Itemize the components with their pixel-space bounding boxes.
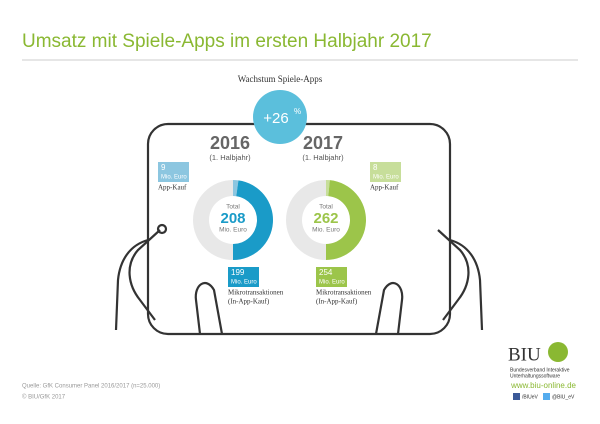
logo-line1: Bundesverband Interaktive <box>510 367 570 373</box>
mikro-unit: Mio. Euro <box>231 280 257 286</box>
app-value: 8 <box>373 163 378 172</box>
total-value: 208 <box>220 210 245 227</box>
facebook-icon <box>513 393 520 400</box>
growth-value: +26 <box>263 110 288 127</box>
mikro-value: 254 <box>319 268 333 277</box>
logo-url: www.biu-online.de <box>510 381 576 390</box>
donut-background <box>192 180 233 260</box>
twitter: @BIU_eV <box>552 394 575 400</box>
total-unit: Mio. Euro <box>312 227 340 234</box>
mikro-box <box>316 267 347 287</box>
mikro-unit: Mio. Euro <box>319 280 345 286</box>
source: Quelle: GfK Consumer Panel 2016/2017 (n=… <box>22 384 160 390</box>
growth-unit: % <box>294 107 301 116</box>
donut-background <box>285 180 326 260</box>
donut-mikro <box>326 180 366 260</box>
mikro-label: Mikrotransaktionen <box>316 289 372 297</box>
growth-label: Wachstum Spiele-Apps <box>238 74 323 84</box>
mikro-label: Mikrotransaktionen <box>228 289 284 297</box>
donut-app <box>326 180 330 197</box>
logo-globe <box>548 342 568 362</box>
mikro-sublabel: (In-App-Kauf) <box>316 298 358 306</box>
facebook: /BIUeV <box>522 394 539 400</box>
year: 2017 <box>303 133 343 153</box>
app-unit: Mio. Euro <box>161 175 187 181</box>
total-label: Total <box>319 204 333 211</box>
mikro-sublabel: (In-App-Kauf) <box>228 298 270 306</box>
donut-app <box>233 180 239 197</box>
mikro-value: 199 <box>231 268 245 277</box>
logo-name: BIU <box>508 344 541 365</box>
app-label: App-Kauf <box>370 184 399 192</box>
total-label: Total <box>226 204 240 211</box>
app-unit: Mio. Euro <box>373 175 399 181</box>
copyright: © BIU/GfK 2017 <box>22 394 66 401</box>
app-box <box>158 162 189 182</box>
logo-line2: Unterhaltungssoftware <box>510 373 560 379</box>
app-value: 9 <box>161 163 166 172</box>
period: (1. Halbjahr) <box>209 153 251 162</box>
total-unit: Mio. Euro <box>219 227 247 234</box>
period: (1. Halbjahr) <box>302 153 344 162</box>
mikro-box <box>228 267 259 287</box>
total-value: 262 <box>313 210 338 227</box>
year: 2016 <box>210 133 250 153</box>
growth-badge <box>253 90 307 144</box>
app-box <box>370 162 401 182</box>
twitter-icon <box>543 393 550 400</box>
app-label: App-Kauf <box>158 184 187 192</box>
donut-mikro <box>233 180 273 260</box>
title: Umsatz mit Spiele-Apps im ersten Halbjah… <box>22 31 432 52</box>
